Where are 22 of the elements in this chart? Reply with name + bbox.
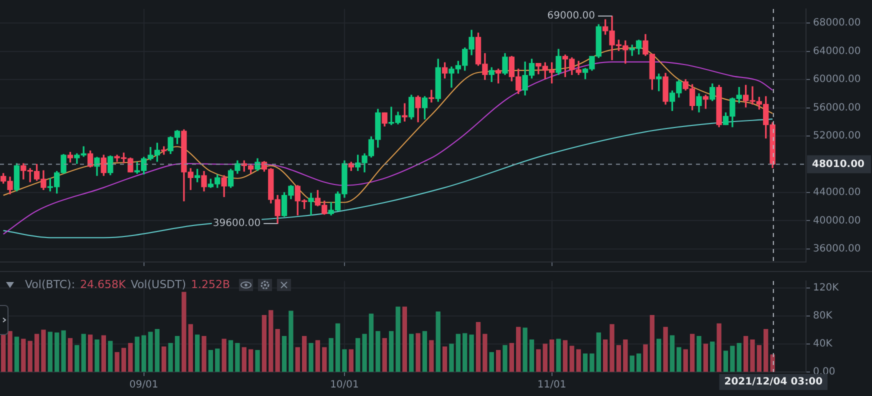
annotation: 39600.00: [212, 218, 261, 230]
y-tick-label: 60000.00: [813, 74, 861, 86]
y-tick-label: 44000.00: [813, 187, 861, 198]
y-tick-label: 80K: [813, 310, 833, 322]
y-tick-label: 40K: [813, 338, 833, 350]
y-tick-label: 68000.00: [813, 18, 861, 29]
x-tick-label: 11/01: [537, 380, 566, 391]
annotation: 1.252B: [191, 278, 230, 291]
annotation: Vol(USDT): [130, 278, 186, 291]
x-tick-label: 10/01: [330, 380, 359, 391]
x-tick-label: 09/01: [129, 380, 158, 391]
annotation: 69000.00: [547, 10, 596, 22]
y-tick-label: 36000.00: [813, 244, 861, 255]
annotation: 24.658K: [80, 278, 126, 291]
y-tick-label: 120K: [813, 282, 840, 294]
y-tick-label: 56000.00: [813, 102, 861, 114]
y-tick-label: 52000.00: [813, 130, 861, 142]
ref-line-label: 2021/12/04 03:00: [724, 376, 823, 388]
annotation: Vol(BTC):: [25, 278, 76, 291]
ref-line-label: 48010.00: [812, 158, 865, 170]
y-tick-label: 64000.00: [813, 46, 861, 57]
y-tick-label: 40000.00: [813, 215, 861, 226]
